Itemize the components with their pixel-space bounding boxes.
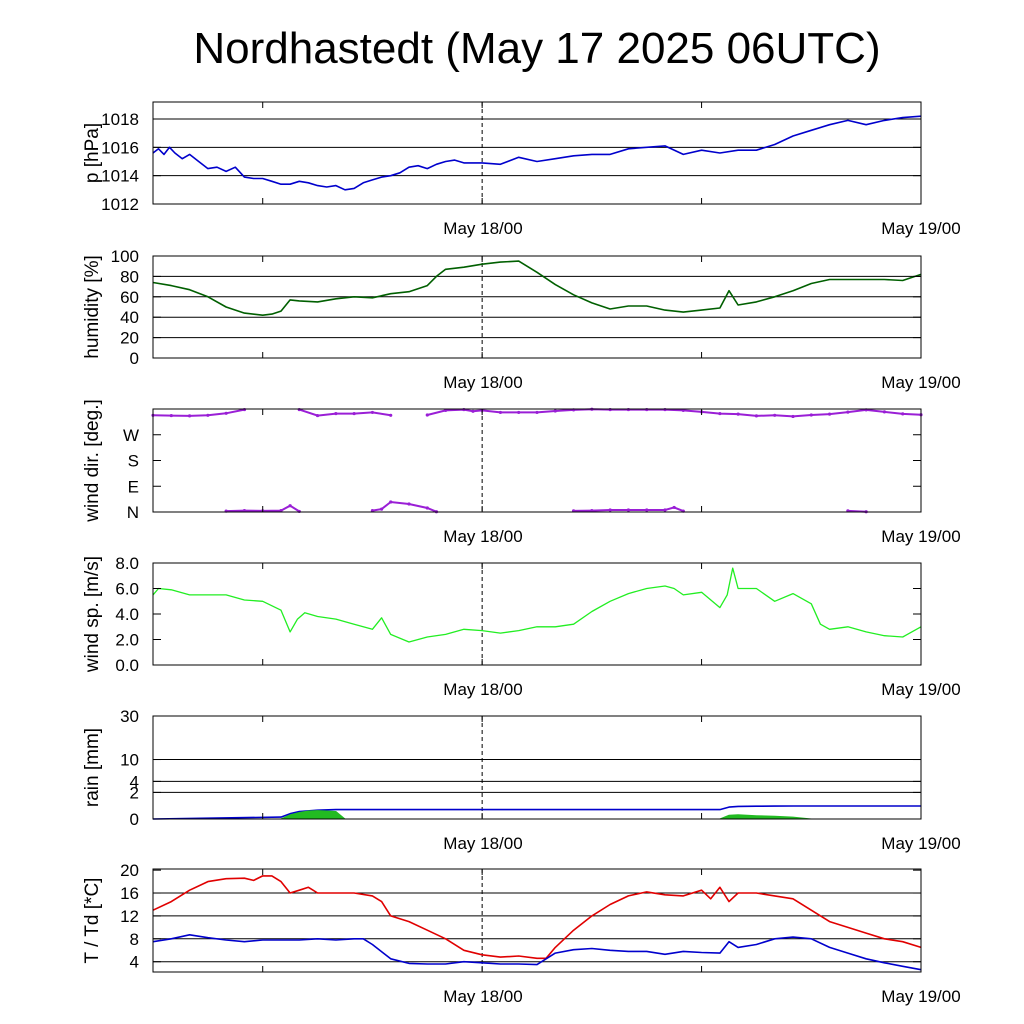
xtick-label-wind_dir-0: May 18/00 (443, 527, 522, 546)
ytick-label-humidity-3: 60 (120, 288, 139, 307)
panel-rain: 0 24 10 30 rain [mm] May 18/00 May 19/00 (82, 707, 961, 853)
series-wind_speed-0 (152, 567, 922, 643)
ytick-label-humidity-1: 20 (120, 329, 139, 348)
panel-wind_speed: 0.0 2.0 4.0 6.0 8.0 wind sp. [m/s] May 18/00 Ma… (82, 554, 961, 699)
ytick-label-pressure-0: 1012 (101, 195, 139, 214)
frame-pressure (152, 101, 922, 205)
ytick-label-pressure-3: 1018 (101, 110, 139, 129)
ytick-label-wind_speed-0: 0.0 (115, 656, 139, 675)
series-wind_dir-1 (224, 500, 868, 514)
xtick-label-temperature-1: May 19/00 (881, 987, 960, 1006)
ytick-label-wind_dir-1: E (128, 477, 139, 496)
series-humidity-0 (152, 260, 922, 316)
xtick-label-rain-0: May 18/00 (443, 834, 522, 853)
xtick-label-temperature-0: May 18/00 (443, 987, 522, 1006)
ytick-label-wind_dir-3: W (123, 426, 139, 445)
frame-temperature (152, 868, 922, 973)
ytick-label-rain-0: 0 (130, 810, 139, 829)
ytick-label-wind_speed-2: 4.0 (115, 605, 139, 624)
ylabel-temperature: T / Td [*C] (82, 878, 103, 964)
ytick-label-humidity-2: 40 (120, 308, 139, 327)
series-wind_dir-0 (151, 407, 923, 419)
series-rain-0 (152, 805, 921, 820)
series-pressure-0 (152, 115, 922, 191)
ylabel-pressure: p [hPa] (82, 123, 103, 183)
frame-rain (152, 715, 922, 820)
xtick-label-wind_speed-1: May 19/00 (881, 680, 960, 699)
ytick-label-rain-2: 4 (130, 772, 139, 791)
ytick-label-wind_speed-1: 2.0 (115, 631, 139, 650)
ytick-label-temperature-2: 12 (120, 907, 139, 926)
ytick-label-pressure-1: 1014 (101, 167, 139, 186)
series-temperature-1 (152, 934, 922, 971)
ytick-label-rain-1: 2 (130, 783, 139, 802)
ytick-label-wind_speed-4: 8.0 (115, 554, 139, 573)
ytick-label-rain-4: 30 (120, 707, 139, 726)
ytick-label-humidity-0: 0 (130, 349, 139, 368)
series-wind_dir-0-line (152, 408, 922, 418)
series-wind_dir-1-line (226, 500, 867, 513)
frame-humidity (152, 255, 922, 359)
ylabel-wind_speed: wind sp. [m/s] (82, 556, 103, 673)
ytick-label-wind_speed-3: 6.0 (115, 580, 139, 599)
series-rain-1 (280, 810, 347, 820)
ytick-label-wind_dir-2: S (128, 452, 139, 471)
xtick-label-pressure-1: May 19/00 (881, 219, 960, 238)
ytick-label-temperature-3: 16 (120, 884, 139, 903)
ylabel-humidity: humidity [%] (82, 255, 103, 358)
xtick-label-humidity-0: May 18/00 (443, 373, 522, 392)
series-temperature-0 (152, 875, 922, 960)
xtick-label-humidity-1: May 19/00 (881, 373, 960, 392)
panel-temperature: 4 8 12 16 20 T / Td [*C] May 18/00 May 19/00 (82, 861, 961, 1006)
ytick-label-pressure-2: 1016 (101, 138, 139, 157)
frame-wind_speed (152, 562, 922, 666)
xtick-label-wind_speed-0: May 18/00 (443, 680, 522, 699)
xtick-label-rain-1: May 19/00 (881, 834, 960, 853)
xtick-label-pressure-0: May 18/00 (443, 219, 522, 238)
ytick-label-humidity-5: 100 (111, 247, 139, 266)
ytick-label-wind_dir-0: N (127, 503, 139, 522)
chart-title: Nordhastedt (May 17 2025 06UTC) (193, 24, 881, 73)
ylabel-wind_dir: wind dir. [deg.] (82, 399, 103, 523)
ytick-label-temperature-0: 4 (130, 953, 139, 972)
ytick-label-temperature-1: 8 (130, 930, 139, 949)
frame-wind_dir (152, 408, 922, 513)
ytick-label-rain-3: 10 (120, 751, 139, 770)
series-rain-2 (719, 814, 812, 820)
ytick-label-humidity-4: 80 (120, 267, 139, 286)
ylabel-rain: rain [mm] (82, 728, 103, 807)
xtick-label-wind_dir-1: May 19/00 (881, 527, 960, 546)
ytick-label-temperature-4: 20 (120, 861, 139, 880)
